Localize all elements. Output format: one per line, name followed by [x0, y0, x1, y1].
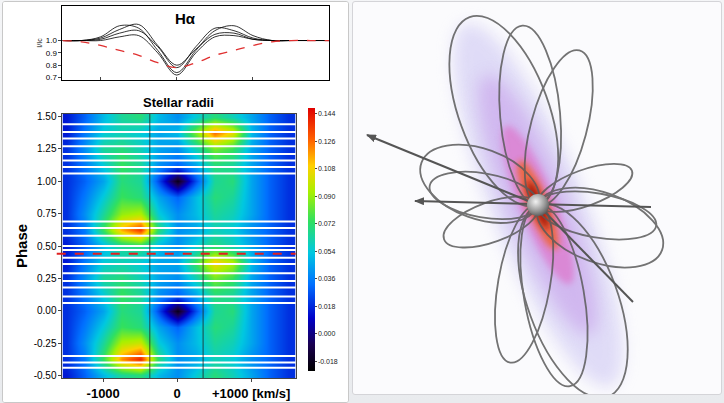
svg-text:0.108: 0.108: [318, 165, 336, 172]
svg-text:0.8: 0.8: [46, 61, 58, 70]
svg-text:0.144: 0.144: [318, 110, 336, 117]
svg-text:-1000: -1000: [87, 386, 120, 401]
svg-text:-0.018: -0.018: [318, 358, 338, 365]
svg-text:0.00: 0.00: [37, 305, 57, 316]
svg-text:-0.50: -0.50: [34, 370, 57, 381]
svg-text:0.126: 0.126: [318, 138, 336, 145]
svg-text:1.00: 1.00: [37, 176, 57, 187]
svg-text:+1000 [km/s]: +1000 [km/s]: [212, 386, 290, 401]
svg-text:0.9: 0.9: [46, 49, 58, 58]
svg-text:0.036: 0.036: [318, 275, 336, 282]
svg-text:0.090: 0.090: [318, 193, 336, 200]
svg-text:Hα: Hα: [175, 10, 196, 27]
svg-text:0.50: 0.50: [37, 241, 57, 252]
svg-text:0.000: 0.000: [318, 330, 336, 337]
svg-text:I/Ic: I/Ic: [36, 38, 43, 48]
svg-text:0.75: 0.75: [37, 208, 57, 219]
svg-text:1.25: 1.25: [37, 143, 57, 154]
svg-text:0: 0: [174, 386, 181, 401]
svg-text:0.25: 0.25: [37, 273, 57, 284]
svg-text:0.072: 0.072: [318, 220, 336, 227]
svg-text:1.0: 1.0: [46, 36, 58, 45]
svg-text:0.054: 0.054: [318, 248, 336, 255]
svg-text:0.7: 0.7: [46, 73, 58, 82]
svg-text:1.50: 1.50: [37, 111, 57, 122]
svg-text:Phase: Phase: [13, 224, 30, 268]
svg-text:0.018: 0.018: [318, 303, 336, 310]
svg-text:-0.25: -0.25: [34, 338, 57, 349]
svg-text:Stellar radii: Stellar radii: [143, 95, 214, 110]
